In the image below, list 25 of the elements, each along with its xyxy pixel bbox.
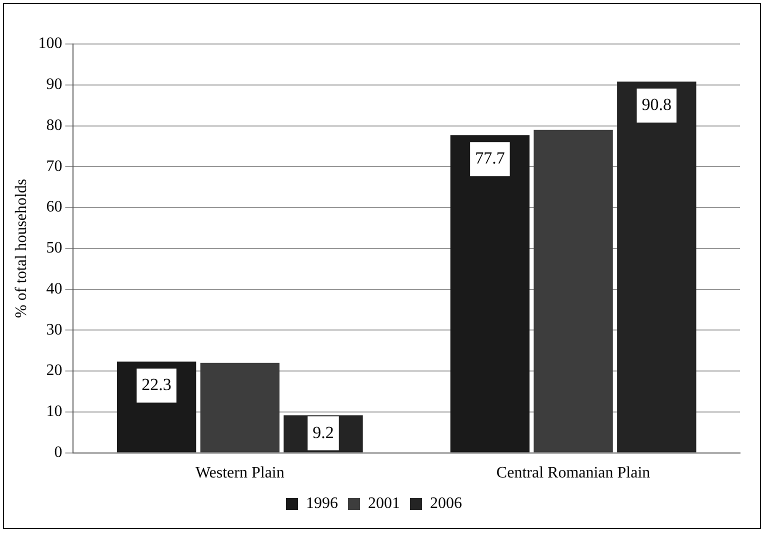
y-axis-title: % of total households	[12, 178, 30, 318]
y-tick-label: 90	[46, 76, 62, 94]
y-tick-label: 100	[38, 35, 62, 52]
data-label: 22.3	[142, 375, 172, 394]
legend-label: 1996	[306, 495, 338, 512]
bar	[450, 135, 530, 452]
legend-label: 2006	[430, 495, 462, 512]
legend-label: 2001	[368, 495, 400, 512]
y-tick-label: 20	[46, 362, 62, 380]
data-label: 77.7	[475, 148, 506, 168]
y-tick-label: 80	[46, 116, 62, 134]
y-tick-label: 10	[46, 403, 62, 420]
y-tick-label: 60	[46, 198, 62, 216]
data-label: 90.8	[642, 95, 672, 114]
x-tick-label: Western Plain	[195, 464, 284, 482]
bar	[534, 130, 613, 452]
y-tick-label: 40	[46, 280, 62, 298]
bar	[200, 362, 280, 452]
y-tick-label: 30	[46, 321, 62, 338]
y-tick-label: 0	[54, 444, 62, 462]
y-tick-label: 70	[46, 158, 62, 175]
x-tick-label: Central Romanian Plain	[496, 464, 650, 482]
data-label: 9.2	[312, 422, 334, 442]
bar	[617, 82, 696, 452]
y-tick-label: 50	[46, 240, 62, 257]
